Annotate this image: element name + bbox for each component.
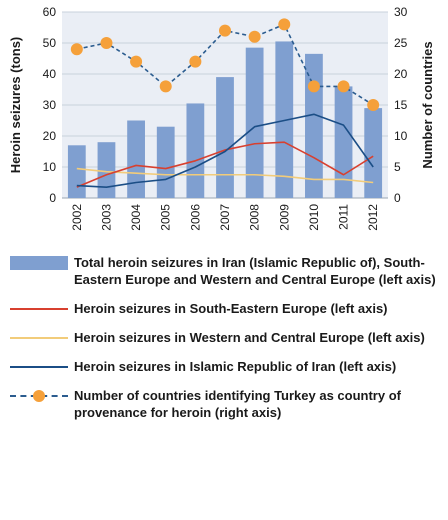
turkey-marker xyxy=(100,37,113,49)
y-tick-label: 40 xyxy=(43,67,57,81)
line-see xyxy=(76,141,374,188)
line-iran xyxy=(76,113,374,188)
y2-axis-title: Number of countries xyxy=(420,41,435,168)
bar-total xyxy=(245,47,264,199)
bar-total xyxy=(305,53,323,198)
bar-total xyxy=(156,126,175,198)
turkey-marker xyxy=(189,55,202,68)
legend-item-wce: Heroin seizures in Western and Central E… xyxy=(8,329,444,346)
y2-tick-label: 20 xyxy=(394,67,408,81)
x-tick-label: 2009 xyxy=(277,204,291,231)
y-tick-label: 0 xyxy=(49,191,56,205)
bar-total xyxy=(364,108,383,198)
legend-swatch-iran xyxy=(10,366,68,368)
legend-item-see: Heroin seizures in South-Eastern Europe … xyxy=(8,300,444,317)
line-wce xyxy=(76,167,374,184)
turkey-marker xyxy=(337,80,350,93)
bar-total xyxy=(334,86,353,198)
x-tick-label: 2010 xyxy=(307,204,321,231)
turkey-marker xyxy=(307,80,320,93)
x-tick-label: 2005 xyxy=(159,204,173,231)
legend-item-total: Total heroin seizures in Iran (Islamic R… xyxy=(8,254,444,288)
legend-swatch-wce xyxy=(10,337,68,339)
turkey-marker xyxy=(278,18,291,31)
x-tick-label: 2008 xyxy=(248,204,262,231)
y2-tick-label: 15 xyxy=(394,98,408,112)
y-axis-title: Heroin seizures (tons) xyxy=(8,37,23,174)
x-tick-label: 2006 xyxy=(188,204,202,231)
tick-labels: 0 10 20 30 40 50 60 0 5 10 15 20 25 30 2002 2003 2004 200… xyxy=(43,5,408,231)
turkey-marker xyxy=(367,99,380,111)
y2-tick-label: 10 xyxy=(394,129,408,143)
line-series xyxy=(70,18,380,188)
bar-total xyxy=(97,142,116,198)
x-tick-label: 2003 xyxy=(99,204,113,231)
legend-item-turkey: Number of countries identifying Turkey a… xyxy=(8,387,444,421)
turkey-marker xyxy=(130,55,143,68)
turkey-marker xyxy=(219,24,231,37)
turkey-marker xyxy=(248,30,261,43)
legend-label-wce: Heroin seizures in Western and Central E… xyxy=(74,330,425,345)
chart: 0 10 20 30 40 50 60 0 5 10 15 20 25 30 2002 2003 2004 200… xyxy=(8,5,435,231)
y2-tick-label: 5 xyxy=(394,160,401,174)
y-tick-label: 10 xyxy=(43,160,57,174)
legend-label-turkey: Number of countries identifying Turkey a… xyxy=(74,388,401,420)
bar-total xyxy=(127,120,145,198)
x-tick-label: 2004 xyxy=(129,204,143,231)
y-tick-label: 20 xyxy=(43,129,57,143)
y2-tick-label: 25 xyxy=(394,36,408,50)
legend-label-see: Heroin seizures in South-Eastern Europe … xyxy=(74,301,388,316)
legend-marker-turkey xyxy=(33,390,45,402)
bar-total xyxy=(216,77,234,198)
y2-tick-label: 0 xyxy=(394,191,401,205)
y-tick-label: 30 xyxy=(43,98,57,112)
x-tick-label: 2011 xyxy=(337,204,351,230)
y-tick-label: 60 xyxy=(43,5,57,19)
y-tick-label: 50 xyxy=(43,36,57,50)
legend-label-iran: Heroin seizures in Islamic Republic of I… xyxy=(74,359,397,374)
y2-tick-label: 30 xyxy=(394,5,408,19)
x-tick-label: 2007 xyxy=(218,204,232,231)
legend-swatch-total xyxy=(10,256,68,270)
legend-swatch-turkey xyxy=(10,390,68,402)
x-tick-label: 2002 xyxy=(70,204,84,231)
legend-item-iran: Heroin seizures in Islamic Republic of I… xyxy=(8,358,444,375)
legend-swatch-see xyxy=(10,308,68,310)
bar-total xyxy=(186,103,205,198)
x-tick-label: 2012 xyxy=(366,204,380,231)
legend-label-total: Total heroin seizures in Iran (Islamic R… xyxy=(74,255,436,287)
turkey-marker xyxy=(159,80,172,93)
legend: Total heroin seizures in Iran (Islamic R… xyxy=(8,254,444,431)
turkey-marker xyxy=(70,43,83,56)
bar-total xyxy=(67,145,86,198)
